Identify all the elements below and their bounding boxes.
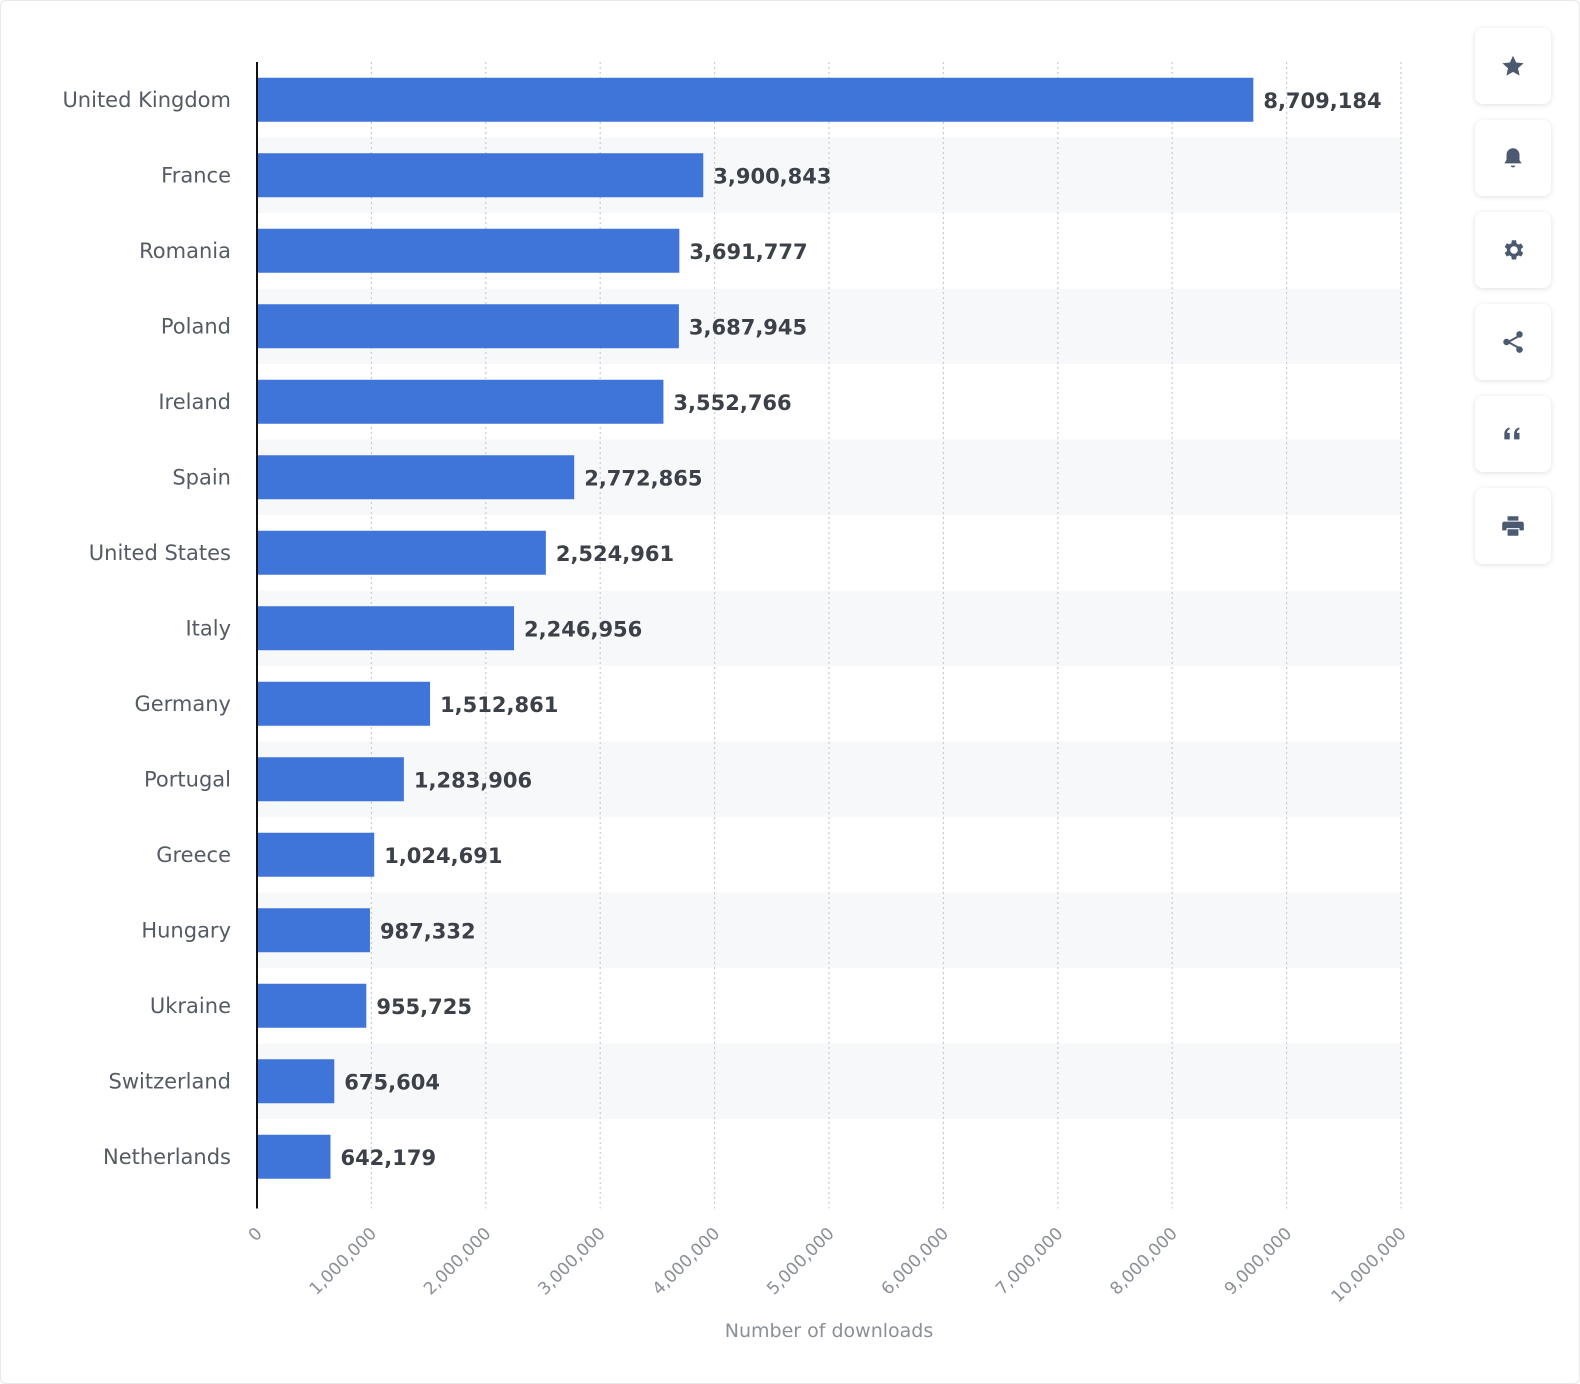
bar[interactable] bbox=[257, 379, 664, 424]
value-label: 987,332 bbox=[380, 919, 476, 943]
x-tick-label: 1,000,000 bbox=[306, 1224, 381, 1299]
value-label: 3,900,843 bbox=[713, 164, 831, 188]
print-icon bbox=[1502, 516, 1524, 536]
bar[interactable] bbox=[257, 832, 375, 877]
x-tick-label: 7,000,000 bbox=[992, 1224, 1067, 1299]
notification-button[interactable] bbox=[1475, 120, 1551, 196]
x-tick-label: 4,000,000 bbox=[649, 1224, 724, 1299]
bar[interactable] bbox=[257, 757, 404, 802]
value-label: 675,604 bbox=[344, 1070, 440, 1094]
bar[interactable] bbox=[257, 908, 370, 953]
value-label: 1,283,906 bbox=[414, 768, 532, 792]
x-tick-label: 3,000,000 bbox=[534, 1224, 609, 1299]
category-label: Ukraine bbox=[150, 994, 231, 1018]
value-label: 642,179 bbox=[340, 1146, 436, 1170]
x-tick-label: 10,000,000 bbox=[1328, 1224, 1411, 1307]
value-label: 2,246,956 bbox=[524, 617, 642, 641]
bar[interactable] bbox=[257, 228, 680, 273]
category-label: Spain bbox=[172, 465, 231, 489]
bar[interactable] bbox=[257, 1134, 331, 1179]
chart-toolbar bbox=[1475, 28, 1551, 580]
value-label: 955,725 bbox=[376, 995, 472, 1019]
share-icon bbox=[1503, 331, 1523, 353]
x-tick-label: 6,000,000 bbox=[878, 1224, 953, 1299]
bar[interactable] bbox=[257, 606, 515, 651]
bar[interactable] bbox=[257, 530, 546, 575]
bell-icon bbox=[1504, 148, 1522, 168]
value-label: 3,691,777 bbox=[689, 240, 807, 264]
x-tick-label: 9,000,000 bbox=[1221, 1224, 1296, 1299]
favorite-button[interactable] bbox=[1475, 28, 1551, 104]
bars bbox=[257, 77, 1254, 1179]
quote-icon bbox=[1504, 427, 1520, 440]
category-label: Poland bbox=[161, 314, 231, 338]
gear-icon bbox=[1504, 240, 1524, 260]
category-label: United States bbox=[89, 541, 231, 565]
value-label: 1,512,861 bbox=[440, 693, 558, 717]
print-button[interactable] bbox=[1475, 488, 1551, 564]
category-label: Portugal bbox=[144, 767, 231, 791]
bar[interactable] bbox=[257, 681, 431, 726]
row-band bbox=[257, 741, 1401, 817]
category-label: France bbox=[161, 163, 231, 187]
row-band bbox=[257, 1043, 1401, 1119]
category-label: Germany bbox=[134, 692, 231, 716]
x-tick-label: 5,000,000 bbox=[763, 1224, 838, 1299]
bar[interactable] bbox=[257, 304, 679, 349]
value-label: 2,772,865 bbox=[584, 466, 702, 490]
bar[interactable] bbox=[257, 1059, 335, 1104]
settings-button[interactable] bbox=[1475, 212, 1551, 288]
value-label: 3,552,766 bbox=[673, 391, 791, 415]
x-axis-title: Number of downloads bbox=[725, 1320, 934, 1342]
category-label: Hungary bbox=[141, 918, 231, 942]
category-label: Netherlands bbox=[103, 1145, 231, 1169]
category-label: Greece bbox=[156, 843, 231, 867]
share-button[interactable] bbox=[1475, 304, 1551, 380]
x-tick-label: 8,000,000 bbox=[1106, 1224, 1181, 1299]
value-label: 1,024,691 bbox=[384, 844, 502, 868]
category-labels: United Kingdom France Romania Poland Ireland… bbox=[62, 88, 231, 1169]
category-label: Italy bbox=[185, 616, 231, 640]
category-label: United Kingdom bbox=[62, 88, 231, 112]
value-label: 3,687,945 bbox=[689, 315, 807, 339]
value-label: 2,524,961 bbox=[556, 542, 674, 566]
cite-button[interactable] bbox=[1475, 396, 1551, 472]
category-label: Switzerland bbox=[109, 1069, 232, 1093]
bar[interactable] bbox=[257, 983, 367, 1028]
x-tick-labels: 0 1,000,000 2,000,000 3,000,000 4,000,000 5,0… bbox=[245, 1224, 1411, 1307]
value-labels: 8,709,184 3,900,843 3,691,777 3,687,945 3,55… bbox=[340, 89, 1381, 1170]
x-tick-label: 0 bbox=[245, 1224, 267, 1246]
row-band bbox=[257, 892, 1401, 968]
bar[interactable] bbox=[257, 153, 704, 198]
category-label: Romania bbox=[139, 239, 231, 263]
category-label: Ireland bbox=[158, 390, 231, 414]
x-tick-label: 2,000,000 bbox=[420, 1224, 495, 1299]
bar[interactable] bbox=[257, 455, 575, 500]
bar[interactable] bbox=[257, 77, 1254, 122]
value-label: 8,709,184 bbox=[1263, 89, 1381, 113]
star-icon bbox=[1502, 55, 1524, 76]
